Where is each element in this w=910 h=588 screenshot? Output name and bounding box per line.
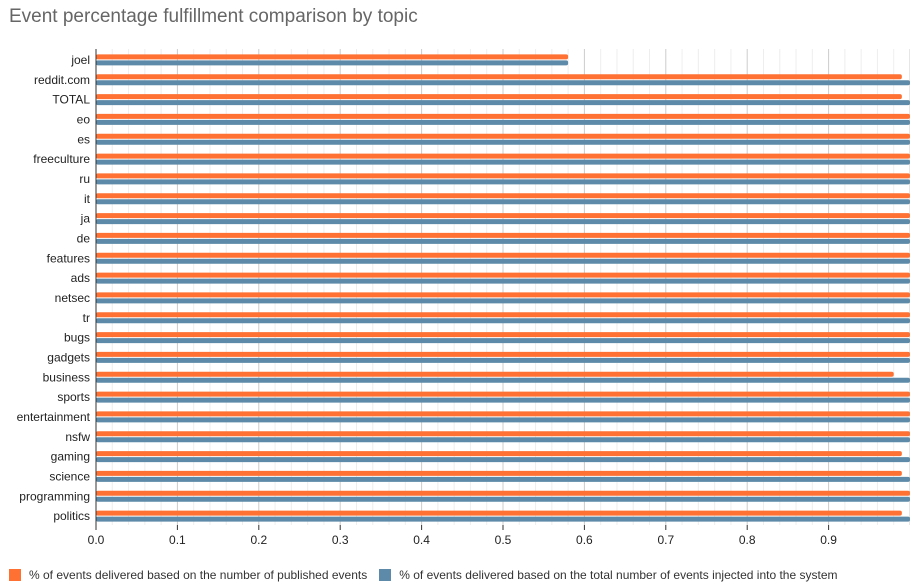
bar-published: [96, 54, 569, 60]
category-label: eo: [77, 112, 91, 126]
legend: % of events delivered based on the numbe…: [9, 568, 850, 582]
legend-label-published: % of events delivered based on the numbe…: [29, 568, 368, 582]
bar-injected: [96, 278, 910, 284]
bar-injected: [96, 338, 910, 344]
bar-published: [96, 490, 910, 496]
x-tick-label: 0.1: [169, 533, 186, 547]
legend-item-published[interactable]: % of events delivered based on the numbe…: [9, 568, 367, 582]
bar-published: [96, 213, 910, 219]
category-label: TOTAL: [52, 93, 90, 107]
bar-injected: [96, 199, 910, 205]
bar-published: [96, 113, 910, 119]
bar-injected: [96, 100, 910, 106]
category-label: ads: [71, 271, 90, 285]
bar-injected: [96, 139, 910, 145]
bar-injected: [96, 219, 910, 225]
category-label: bugs: [64, 331, 90, 345]
bar-published: [96, 431, 910, 437]
bar-injected: [96, 318, 910, 324]
category-label: ja: [80, 212, 91, 226]
x-tick-label: 0.3: [332, 533, 349, 547]
category-label: tr: [83, 311, 90, 325]
bar-published: [96, 173, 910, 179]
x-tick-label: 0.7: [657, 533, 674, 547]
bar-injected: [96, 258, 910, 264]
category-label: reddit.com: [34, 73, 90, 87]
x-tick-label: 0.4: [413, 533, 430, 547]
x-tick-label: 0.6: [576, 533, 593, 547]
legend-swatch-published: [9, 569, 21, 581]
category-label: features: [47, 251, 90, 265]
bar-injected: [96, 377, 910, 383]
bar-published: [96, 451, 902, 457]
category-label: de: [77, 231, 91, 245]
bar-injected: [96, 238, 910, 244]
bar-injected: [96, 357, 910, 363]
bar-chart: joel reddit.com TOTAL eo es freeculture ru it ja…: [17, 49, 910, 547]
bar-published: [96, 470, 902, 476]
legend-item-injected[interactable]: % of events delivered based on the total…: [379, 568, 838, 582]
bar-published: [96, 411, 910, 417]
category-label: netsec: [55, 291, 90, 305]
category-label: gadgets: [47, 350, 90, 364]
bar-injected: [96, 496, 910, 502]
category-label: sports: [57, 390, 90, 404]
bar-injected: [96, 298, 910, 304]
category-label: it: [84, 192, 91, 206]
category-label: freeculture: [33, 152, 90, 166]
bar-injected: [96, 457, 910, 463]
bar-published: [96, 510, 902, 516]
bar-published: [96, 312, 910, 318]
bar-published: [96, 351, 910, 357]
x-tick-label: 0.0: [88, 533, 105, 547]
category-label: politics: [53, 509, 90, 523]
bar-injected: [96, 516, 910, 522]
bar-published: [96, 292, 910, 298]
bar-published: [96, 371, 894, 377]
bar-injected: [96, 80, 910, 86]
legend-swatch-injected: [379, 569, 392, 581]
bar-published: [96, 193, 910, 199]
category-label: ru: [79, 172, 90, 186]
bar-injected: [96, 159, 910, 165]
bar-injected: [96, 437, 910, 443]
x-tick-label: 0.5: [495, 533, 512, 547]
bar-injected: [96, 179, 910, 185]
bar-published: [96, 252, 910, 258]
bar-published: [96, 94, 902, 100]
bar-published: [96, 272, 910, 278]
category-label: nsfw: [65, 430, 90, 444]
bar-injected: [96, 60, 569, 66]
category-label: programming: [19, 489, 90, 503]
bar-injected: [96, 119, 910, 125]
category-label: es: [77, 132, 90, 146]
bar-published: [96, 74, 902, 80]
bar-published: [96, 153, 910, 159]
x-tick-label: 0.8: [739, 533, 756, 547]
bar-published: [96, 133, 910, 139]
category-label: entertainment: [17, 410, 91, 424]
chart-title: Event percentage fulfillment comparison …: [9, 6, 418, 27]
category-label: gaming: [51, 450, 90, 464]
bar-published: [96, 391, 910, 397]
bar-published: [96, 332, 910, 338]
bar-injected: [96, 397, 910, 403]
category-label: joel: [70, 53, 90, 67]
bar-injected: [96, 476, 910, 482]
x-tick-label: 0.9: [820, 533, 837, 547]
x-tick-label: 0.2: [250, 533, 267, 547]
category-label: science: [49, 469, 90, 483]
legend-label-injected: % of events delivered based on the total…: [399, 568, 838, 582]
bar-published: [96, 232, 910, 238]
bar-injected: [96, 417, 910, 423]
category-label: business: [43, 370, 90, 384]
